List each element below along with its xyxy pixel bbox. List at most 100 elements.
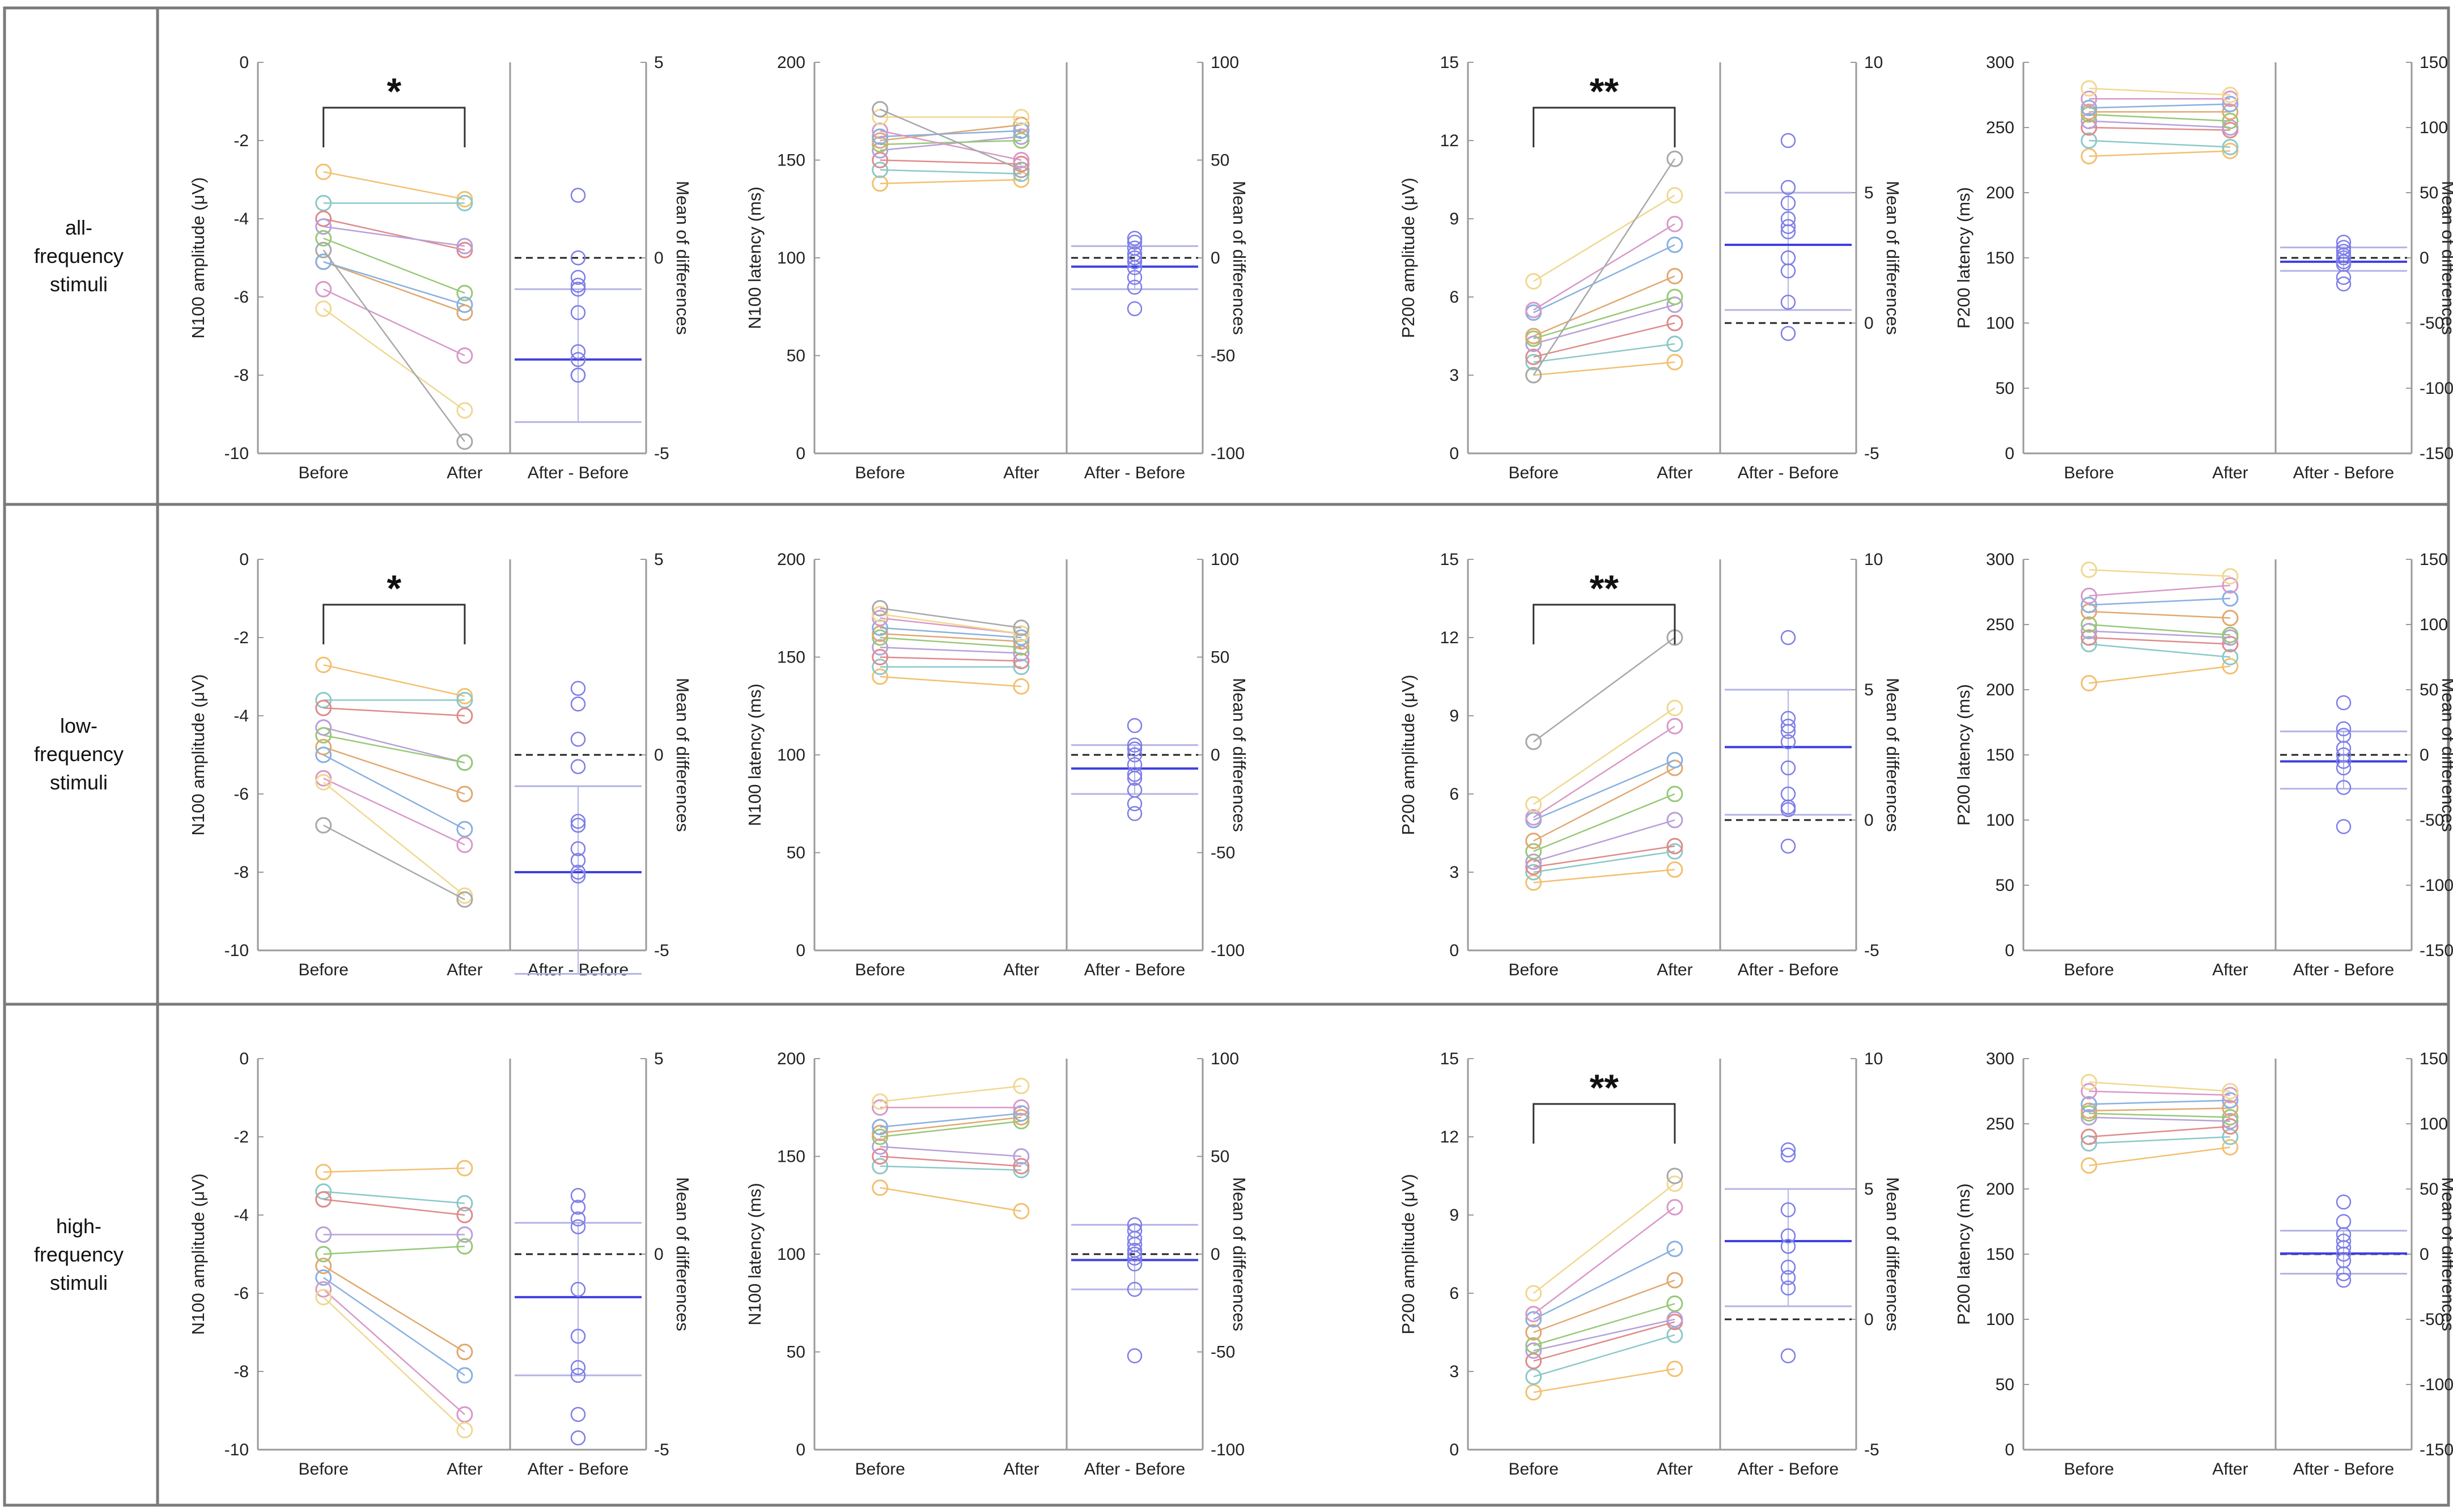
- difference-point: [2336, 1272, 2352, 1288]
- difference-point: [2336, 240, 2352, 255]
- before-point: [872, 659, 889, 676]
- difference-point: [1127, 718, 1143, 733]
- right-tick-label: -50: [1211, 844, 1235, 863]
- after-point: [1013, 1109, 1030, 1125]
- before-point: [2081, 636, 2098, 652]
- subject-line: [880, 1146, 1021, 1157]
- subject-line: [1533, 1248, 1675, 1320]
- x-tick-label: After: [1003, 464, 1039, 482]
- after-point: [1666, 215, 1683, 232]
- row-label: low-frequency stimuli: [8, 712, 150, 797]
- y-tick-label: -6: [234, 288, 249, 307]
- after-point: [456, 304, 473, 321]
- after-point: [1013, 128, 1030, 145]
- y-tick-label: 150: [1986, 746, 2014, 765]
- difference-point: [1127, 1250, 1143, 1266]
- y-tick-label: 150: [777, 648, 805, 667]
- subject-line: [1533, 1334, 1675, 1378]
- right-tick-label: 100: [2420, 615, 2448, 634]
- difference-point: [1780, 734, 1796, 750]
- x-tick-label: After - Before: [528, 464, 629, 482]
- after-point: [2222, 119, 2239, 136]
- y-tick-label: -6: [234, 1284, 249, 1303]
- before-point: [1525, 1342, 1542, 1359]
- subject-line: [880, 627, 1021, 639]
- subject-line: [2089, 665, 2231, 684]
- before-point: [1525, 1353, 1542, 1370]
- difference-point: [1127, 260, 1143, 275]
- y-axis-label: P200 amplitude (μV): [1398, 177, 1418, 338]
- right-tick-label: 50: [1211, 648, 1229, 667]
- before-point: [1525, 843, 1542, 860]
- outer-frame: [3, 6, 2450, 1507]
- subject-line: [1533, 361, 1675, 376]
- subject-line: [1533, 793, 1675, 852]
- subject-line: [1533, 707, 1675, 805]
- difference-point: [1780, 838, 1796, 854]
- after-point: [2222, 1109, 2239, 1125]
- subject-line: [1533, 1368, 1675, 1394]
- subject-line: [2089, 150, 2230, 157]
- subject-line: [2089, 636, 2230, 645]
- after-point: [1666, 150, 1683, 167]
- right-axis-label: Mean of differences: [673, 678, 693, 832]
- y-tick-label: 0: [239, 1050, 249, 1068]
- subject-line: [323, 171, 465, 200]
- after-point: [1666, 861, 1683, 878]
- before-point: [2081, 80, 2098, 97]
- subject-line: [323, 707, 465, 717]
- right-tick-label: -100: [1211, 444, 1245, 463]
- right-tick-label: -5: [654, 941, 669, 960]
- x-tick-label: After: [1657, 961, 1692, 979]
- after-point: [1013, 633, 1030, 650]
- y-tick-label: 0: [796, 444, 805, 463]
- x-tick-label: Before: [1509, 961, 1559, 979]
- before-point: [315, 691, 332, 708]
- after-point: [456, 1406, 473, 1423]
- right-tick-label: -150: [2420, 444, 2453, 463]
- panel: 15 12 9 6 3 0 10 5 0 -5 Before After After - Before P…: [1398, 53, 1903, 482]
- panel: 0 -2 -4 -6 -8 -10 5 0 -5 Before After After - Befor…: [188, 53, 693, 482]
- before-point: [872, 600, 889, 617]
- right-tick-label: 0: [1864, 811, 1874, 830]
- before-point: [315, 1281, 332, 1298]
- subject-line: [323, 727, 465, 764]
- difference-point: [2336, 1194, 2352, 1210]
- x-tick-label: After: [447, 1460, 482, 1479]
- y-axis-label: P200 amplitude (μV): [1398, 674, 1418, 835]
- after-point: [1666, 1360, 1683, 1377]
- y-tick-label: 9: [1449, 210, 1459, 228]
- before-point: [2081, 603, 2098, 620]
- subject-line: [880, 130, 1022, 161]
- before-point: [2081, 90, 2098, 107]
- before-point: [1525, 335, 1542, 352]
- subject-line: [2089, 569, 2230, 577]
- difference-point: [570, 1219, 586, 1234]
- after-point: [456, 402, 473, 419]
- y-tick-label: 0: [1449, 444, 1459, 463]
- difference-point: [1780, 224, 1796, 240]
- x-tick-label: After: [1657, 1460, 1692, 1479]
- before-point: [872, 1128, 889, 1145]
- subject-line: [2089, 623, 2230, 636]
- right-tick-label: -100: [2420, 379, 2453, 398]
- before-point: [1525, 301, 1542, 318]
- subject-line: [2089, 1112, 2230, 1118]
- x-tick-label: After - Before: [1738, 1460, 1839, 1479]
- difference-point: [570, 853, 586, 868]
- difference-point: [1127, 737, 1143, 753]
- after-point: [456, 284, 473, 301]
- y-tick-label: 9: [1449, 707, 1459, 725]
- difference-point: [1780, 1280, 1796, 1296]
- after-point: [456, 194, 473, 211]
- after-point: [456, 1422, 473, 1438]
- before-point: [315, 1289, 332, 1306]
- right-tick-label: 100: [1211, 550, 1239, 569]
- y-tick-label: 0: [239, 550, 249, 569]
- x-tick-label: Before: [299, 1460, 349, 1479]
- before-point: [872, 142, 889, 159]
- x-tick-label: Before: [855, 961, 905, 979]
- difference-point: [2336, 819, 2352, 834]
- y-tick-label: 50: [787, 1343, 805, 1362]
- after-point: [2222, 113, 2239, 129]
